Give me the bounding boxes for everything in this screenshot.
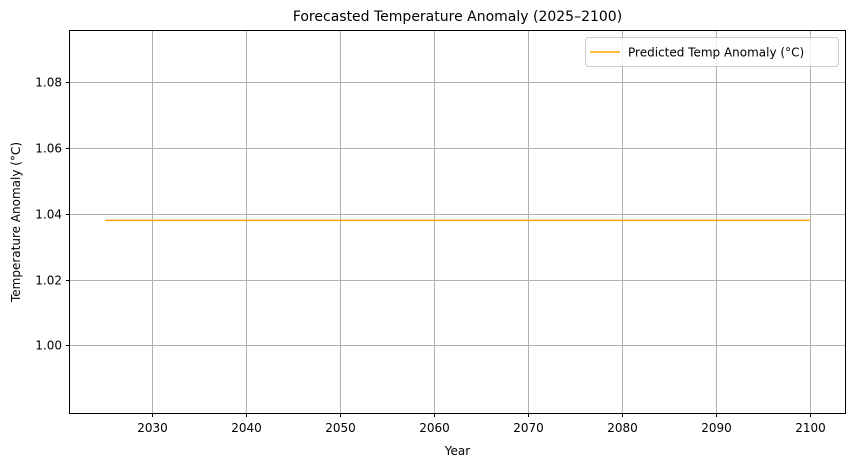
legend: Predicted Temp Anomaly (°C) xyxy=(585,37,839,67)
x-tick-label: 2100 xyxy=(795,421,826,435)
x-tick-label: 2070 xyxy=(513,421,544,435)
x-tick-label: 2030 xyxy=(137,421,168,435)
y-tick-label: 1.06 xyxy=(35,142,62,156)
x-tick-label: 2080 xyxy=(607,421,638,435)
x-tick-label: 2050 xyxy=(325,421,356,435)
y-tick-label: 1.08 xyxy=(35,76,62,90)
grid xyxy=(70,31,845,413)
y-tick-label: 1.00 xyxy=(35,339,62,353)
x-ticks: 2030 2040 2050 2060 2070 2080 2090 2100 xyxy=(137,413,826,435)
plot-frame xyxy=(69,30,846,414)
legend-label: Predicted Temp Anomaly (°C) xyxy=(628,46,804,60)
legend-box xyxy=(585,37,839,67)
x-axis-label: Year xyxy=(444,444,470,458)
y-tick-label: 1.02 xyxy=(35,274,62,288)
chart-title: Forecasted Temperature Anomaly (2025–210… xyxy=(293,9,622,25)
y-axis-label: Temperature Anomaly (°C) xyxy=(9,142,23,303)
x-tick-label: 2060 xyxy=(419,421,450,435)
y-ticks: 1.00 1.02 1.04 1.06 1.08 xyxy=(35,76,70,353)
y-tick-label: 1.04 xyxy=(35,208,62,222)
x-tick-label: 2090 xyxy=(701,421,732,435)
x-tick-label: 2040 xyxy=(231,421,262,435)
